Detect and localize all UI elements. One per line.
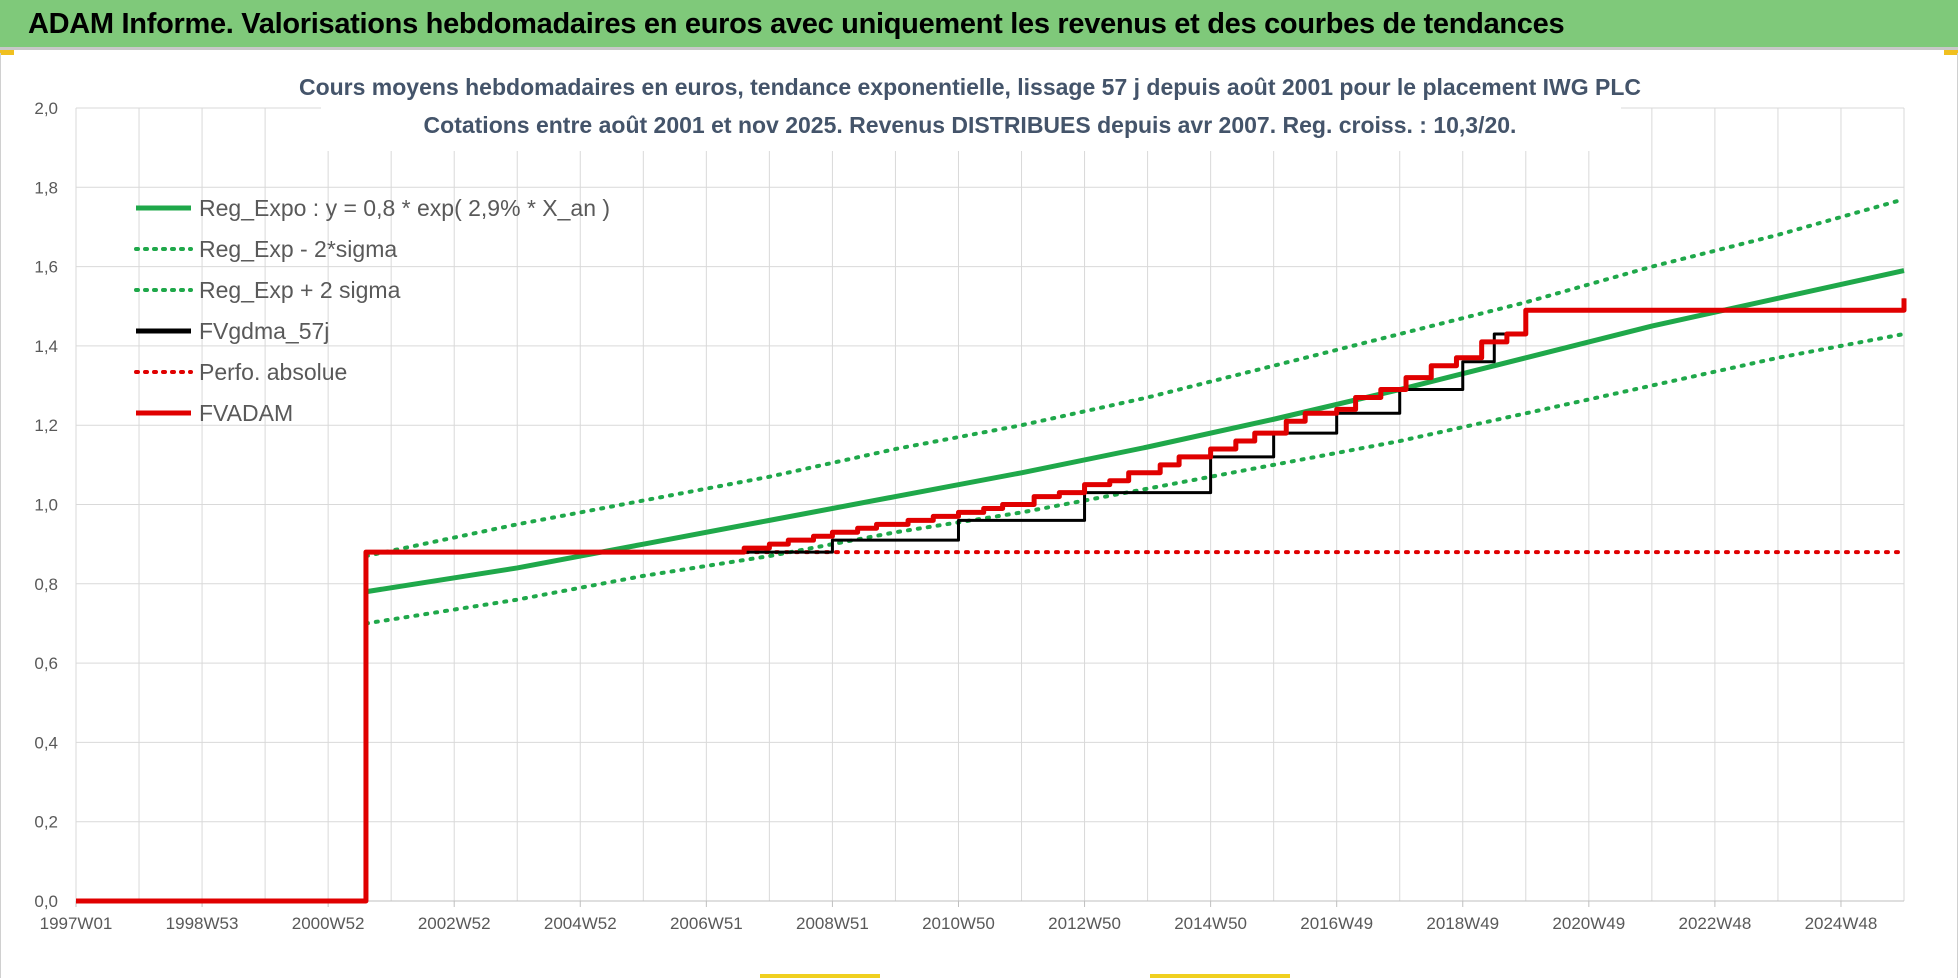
series-line-1 <box>363 332 1906 626</box>
x-tick-label: 2004W52 <box>544 914 617 933</box>
y-tick-label: 0,6 <box>34 654 58 673</box>
series-line-5 <box>76 298 1907 904</box>
x-axis-ticks: 1997W01 1998W53 2000W52 2002W52 2004W52 2006W… <box>40 901 1878 933</box>
banner: ADAM Informe. Valorisations hebdomadaire… <box>0 0 1958 50</box>
chart-frame: 0,0 0,2 0,4 0,6 0,8 1,0 1,2 1,4 1,6 1,8 2,0 1997W0… <box>0 53 1958 978</box>
series-line-2 <box>363 197 1906 559</box>
x-tick-label: 1998W53 <box>166 914 239 933</box>
chart-title-line-2: Cotations entre août 2001 et nov 2025. R… <box>424 112 1517 138</box>
y-tick-label: 2,0 <box>34 99 58 118</box>
y-tick-label: 0,4 <box>34 733 58 752</box>
legend-label: Perfo. absolue <box>199 359 347 385</box>
y-tick-label: 0,0 <box>34 892 58 911</box>
y-tick-label: 1,6 <box>34 258 58 277</box>
corner-mark-right <box>1944 50 1958 55</box>
x-tick-label: 2022W48 <box>1679 914 1752 933</box>
y-tick-label: 1,2 <box>34 416 58 435</box>
legend: Reg_Expo : y = 0,8 * exp( 2,9% * X_an ) R… <box>134 195 610 426</box>
legend-label: Reg_Expo : y = 0,8 * exp( 2,9% * X_an ) <box>199 195 610 221</box>
legend-label: FVADAM <box>199 400 293 426</box>
series-line-0 <box>365 268 1905 595</box>
y-tick-label: 1,8 <box>34 178 58 197</box>
x-tick-label: 2018W49 <box>1426 914 1499 933</box>
bottom-mark-2 <box>1150 974 1290 978</box>
x-tick-label: 2000W52 <box>292 914 365 933</box>
y-axis-ticks: 0,0 0,2 0,4 0,6 0,8 1,0 1,2 1,4 1,6 1,8 2,0 <box>34 99 58 911</box>
x-tick-label: 1997W01 <box>40 914 113 933</box>
x-tick-label: 2008W51 <box>796 914 869 933</box>
corner-mark-left <box>0 50 14 55</box>
y-tick-label: 0,2 <box>34 813 58 832</box>
y-tick-label: 0,8 <box>34 575 58 594</box>
x-tick-label: 2016W49 <box>1300 914 1373 933</box>
chart-title-box: Cours moyens hebdomadaires en euros, ten… <box>299 61 1641 151</box>
banner-title: ADAM Informe. Valorisations hebdomadaire… <box>28 8 1565 40</box>
x-tick-label: 2020W49 <box>1552 914 1625 933</box>
chart-title-line-1: Cours moyens hebdomadaires en euros, ten… <box>299 74 1641 100</box>
x-tick-label: 2010W50 <box>922 914 995 933</box>
legend-label: FVgdma_57j <box>199 318 329 344</box>
line-chart: 0,0 0,2 0,4 0,6 0,8 1,0 1,2 1,4 1,6 1,8 2,0 1997W0… <box>34 61 1907 933</box>
x-tick-label: 2024W48 <box>1805 914 1878 933</box>
legend-label: Reg_Exp - 2*sigma <box>199 236 397 262</box>
y-tick-label: 1,4 <box>34 337 58 356</box>
x-tick-label: 2002W52 <box>418 914 491 933</box>
legend-label: Reg_Exp + 2 sigma <box>199 277 401 303</box>
chart-title-background <box>321 61 1621 151</box>
y-tick-label: 1,0 <box>34 496 58 515</box>
x-tick-label: 2014W50 <box>1174 914 1247 933</box>
series-lines <box>76 197 1907 904</box>
grid <box>75 107 1905 902</box>
x-tick-label: 2012W50 <box>1048 914 1121 933</box>
bottom-mark-1 <box>760 974 880 978</box>
x-tick-label: 2006W51 <box>670 914 743 933</box>
